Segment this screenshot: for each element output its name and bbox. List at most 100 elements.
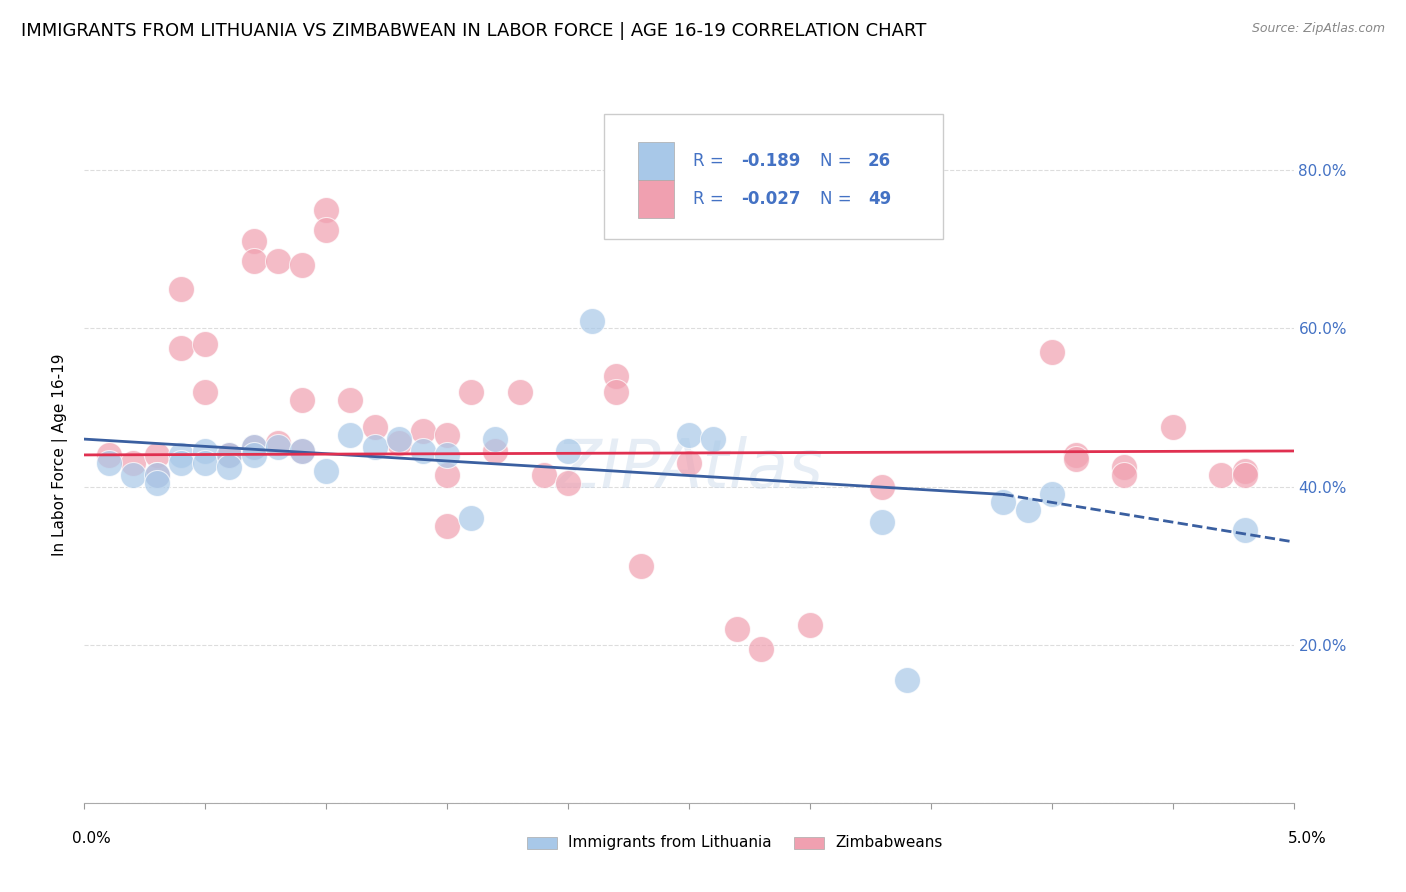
Point — [581, 313, 603, 327]
Point — [146, 467, 169, 482]
Text: 49: 49 — [868, 190, 891, 208]
Point — [267, 254, 290, 268]
Point — [993, 495, 1015, 509]
Point — [1064, 448, 1087, 462]
Point — [484, 432, 506, 446]
Point — [557, 444, 579, 458]
Text: Immigrants from Lithuania: Immigrants from Lithuania — [568, 836, 772, 850]
Point — [121, 456, 143, 470]
Point — [291, 258, 314, 272]
FancyBboxPatch shape — [605, 114, 943, 239]
Text: -0.189: -0.189 — [741, 152, 800, 170]
Point — [1064, 451, 1087, 466]
FancyBboxPatch shape — [638, 180, 675, 219]
Point — [1234, 464, 1257, 478]
Point — [97, 456, 120, 470]
Point — [315, 202, 337, 217]
Point — [146, 475, 169, 490]
Point — [630, 558, 652, 573]
Point — [291, 444, 314, 458]
Text: -0.027: -0.027 — [741, 190, 800, 208]
Point — [725, 622, 748, 636]
Point — [146, 467, 169, 482]
Point — [194, 456, 217, 470]
Text: 0.0%: 0.0% — [72, 831, 111, 846]
Point — [605, 384, 627, 399]
Point — [97, 448, 120, 462]
Point — [436, 519, 458, 533]
Point — [146, 448, 169, 462]
Point — [315, 464, 337, 478]
Point — [170, 341, 193, 355]
Point — [388, 436, 411, 450]
Point — [872, 515, 894, 529]
Point — [1234, 467, 1257, 482]
Point — [339, 392, 361, 407]
Y-axis label: In Labor Force | Age 16-19: In Labor Force | Age 16-19 — [52, 353, 69, 557]
Text: ZIPAtlas: ZIPAtlas — [555, 436, 823, 502]
Point — [1017, 503, 1039, 517]
Point — [218, 448, 240, 462]
Text: 26: 26 — [868, 152, 891, 170]
Point — [218, 448, 240, 462]
Point — [509, 384, 531, 399]
Text: Zimbabweans: Zimbabweans — [835, 836, 942, 850]
Point — [1114, 459, 1136, 474]
Point — [799, 618, 821, 632]
Point — [533, 467, 555, 482]
Point — [1209, 467, 1232, 482]
Point — [121, 467, 143, 482]
Point — [412, 424, 434, 438]
Text: 5.0%: 5.0% — [1288, 831, 1327, 846]
Text: N =: N = — [820, 190, 856, 208]
Point — [291, 392, 314, 407]
Point — [1040, 487, 1063, 501]
Point — [678, 456, 700, 470]
Point — [363, 440, 385, 454]
Point — [242, 440, 264, 454]
Point — [896, 673, 918, 688]
Point — [460, 384, 482, 399]
Point — [557, 475, 579, 490]
Point — [218, 448, 240, 462]
Point — [194, 444, 217, 458]
Point — [194, 384, 217, 399]
Point — [363, 420, 385, 434]
Point — [170, 448, 193, 462]
Point — [872, 479, 894, 493]
Point — [218, 459, 240, 474]
Point — [242, 254, 264, 268]
Point — [1040, 345, 1063, 359]
Text: IMMIGRANTS FROM LITHUANIA VS ZIMBABWEAN IN LABOR FORCE | AGE 16-19 CORRELATION C: IMMIGRANTS FROM LITHUANIA VS ZIMBABWEAN … — [21, 22, 927, 40]
Point — [388, 432, 411, 446]
Point — [605, 368, 627, 383]
Point — [412, 444, 434, 458]
Point — [436, 467, 458, 482]
Point — [436, 428, 458, 442]
Text: Source: ZipAtlas.com: Source: ZipAtlas.com — [1251, 22, 1385, 36]
Text: R =: R = — [693, 152, 728, 170]
Text: R =: R = — [693, 190, 728, 208]
Point — [242, 448, 264, 462]
Point — [170, 282, 193, 296]
Point — [242, 440, 264, 454]
Point — [170, 456, 193, 470]
Point — [460, 511, 482, 525]
FancyBboxPatch shape — [638, 142, 675, 180]
Point — [291, 444, 314, 458]
Point — [1114, 467, 1136, 482]
Point — [242, 235, 264, 249]
Point — [751, 641, 773, 656]
Point — [484, 444, 506, 458]
Point — [339, 428, 361, 442]
Text: N =: N = — [820, 152, 856, 170]
Point — [315, 222, 337, 236]
Point — [678, 428, 700, 442]
Point — [267, 440, 290, 454]
Point — [1161, 420, 1184, 434]
Point — [267, 436, 290, 450]
Point — [194, 337, 217, 351]
Point — [436, 448, 458, 462]
Point — [1234, 523, 1257, 537]
Point — [702, 432, 724, 446]
